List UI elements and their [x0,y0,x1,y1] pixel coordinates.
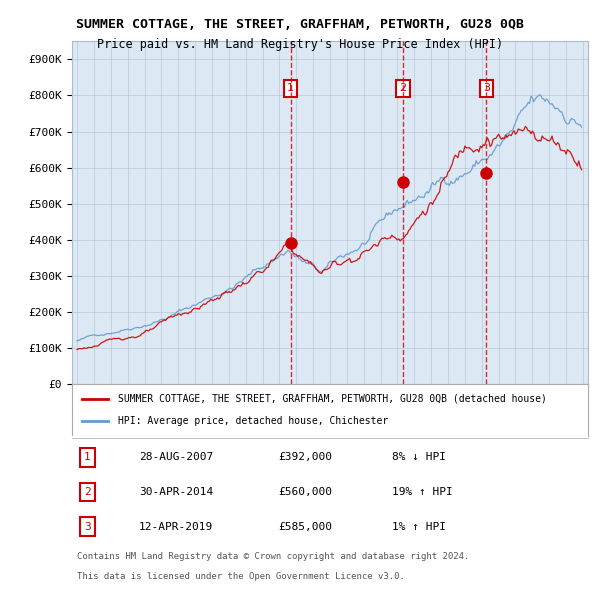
Text: 12-APR-2019: 12-APR-2019 [139,522,214,532]
Text: 1% ↑ HPI: 1% ↑ HPI [392,522,446,532]
Text: 2: 2 [84,487,91,497]
Text: This data is licensed under the Open Government Licence v3.0.: This data is licensed under the Open Gov… [77,572,405,581]
Text: SUMMER COTTAGE, THE STREET, GRAFFHAM, PETWORTH, GU28 0QB (detached house): SUMMER COTTAGE, THE STREET, GRAFFHAM, PE… [118,394,547,404]
Text: Price paid vs. HM Land Registry's House Price Index (HPI): Price paid vs. HM Land Registry's House … [97,38,503,51]
Text: £560,000: £560,000 [278,487,332,497]
Text: 3: 3 [84,522,91,532]
Text: £585,000: £585,000 [278,522,332,532]
Text: HPI: Average price, detached house, Chichester: HPI: Average price, detached house, Chic… [118,416,389,426]
Text: 30-APR-2014: 30-APR-2014 [139,487,214,497]
Text: 2: 2 [400,83,407,93]
Text: 8% ↓ HPI: 8% ↓ HPI [392,453,446,462]
Text: SUMMER COTTAGE, THE STREET, GRAFFHAM, PETWORTH, GU28 0QB: SUMMER COTTAGE, THE STREET, GRAFFHAM, PE… [76,18,524,31]
Text: 1: 1 [84,453,91,462]
Text: 3: 3 [483,83,490,93]
Text: £392,000: £392,000 [278,453,332,462]
Text: Contains HM Land Registry data © Crown copyright and database right 2024.: Contains HM Land Registry data © Crown c… [77,552,470,561]
Text: 28-AUG-2007: 28-AUG-2007 [139,453,214,462]
Text: 19% ↑ HPI: 19% ↑ HPI [392,487,452,497]
Text: 1: 1 [287,83,294,93]
